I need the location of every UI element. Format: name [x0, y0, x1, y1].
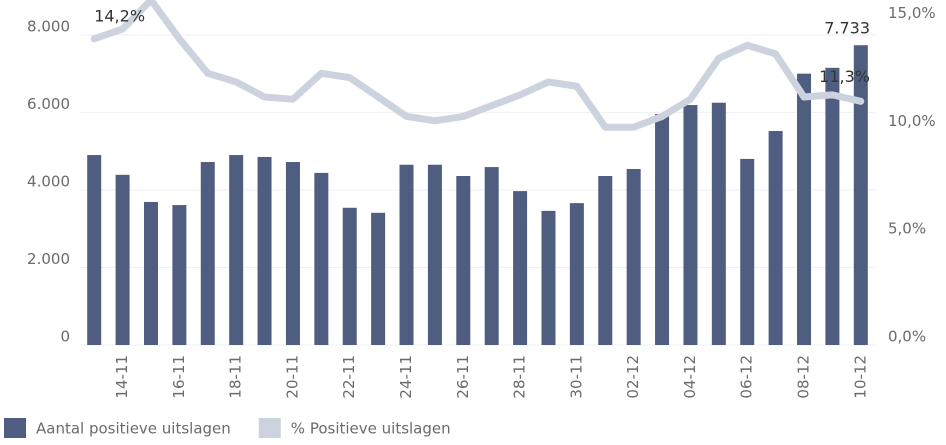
legend-label: % Positieve uitslagen — [291, 420, 451, 438]
y2-tick-label: 5,0% — [888, 220, 926, 238]
legend-swatch — [258, 418, 281, 438]
bar — [314, 172, 329, 345]
data-label: 14,2% — [94, 6, 145, 25]
y-tick-label: 0 — [60, 328, 70, 346]
legend-label: Aantal positieve uitslagen — [36, 420, 231, 438]
bar — [768, 131, 783, 345]
x-tick-label: 10-12 — [851, 355, 869, 399]
bar — [143, 201, 158, 345]
x-tick-label: 14-11 — [113, 355, 131, 399]
bar — [484, 167, 499, 345]
bar — [569, 203, 584, 345]
bar — [825, 67, 840, 345]
bar — [200, 162, 215, 345]
bar — [683, 105, 698, 345]
y-tick-label: 6.000 — [27, 95, 70, 113]
x-tick-label: 06-12 — [738, 355, 756, 399]
x-tick-label: 18-11 — [227, 355, 245, 399]
bar — [655, 113, 670, 345]
bar — [427, 164, 442, 345]
bar — [711, 102, 726, 345]
bar — [797, 73, 812, 346]
y-tick-label: 8.000 — [27, 17, 70, 35]
y-tick-label: 4.000 — [27, 172, 70, 190]
x-tick-label: 26-11 — [454, 355, 472, 399]
x-tick-label: 02-12 — [624, 355, 642, 399]
data-label: 7.733 — [824, 19, 870, 38]
bar — [285, 162, 300, 345]
y2-tick-label: 15,0% — [888, 4, 936, 22]
bar — [342, 207, 357, 345]
bar — [541, 210, 556, 345]
bar — [257, 156, 272, 345]
x-tick-label: 28-11 — [511, 355, 529, 399]
line — [90, 0, 865, 131]
y2-tick-label: 0,0% — [888, 328, 926, 346]
x-tick-label: 30-11 — [567, 355, 585, 399]
bar — [456, 175, 471, 345]
bar — [513, 191, 528, 345]
data-label: 11,3% — [819, 67, 870, 86]
bar — [740, 158, 755, 345]
x-tick-label: 16-11 — [170, 355, 188, 399]
bar — [229, 155, 244, 345]
bar — [172, 205, 187, 345]
bar — [115, 174, 130, 345]
bar — [371, 212, 386, 345]
y-tick-label: 2.000 — [27, 250, 70, 268]
bar — [853, 45, 868, 345]
bar — [626, 169, 641, 345]
x-tick-label: 04-12 — [681, 355, 699, 399]
x-tick-label: 22-11 — [340, 355, 358, 399]
x-tick-label: 20-11 — [283, 355, 301, 399]
x-tick-label: 08-12 — [795, 355, 813, 399]
y2-tick-label: 10,0% — [888, 112, 936, 130]
bar — [399, 164, 414, 345]
bar — [598, 175, 613, 345]
bar — [87, 155, 102, 345]
x-tick-label: 24-11 — [397, 355, 415, 399]
legend-swatch — [4, 418, 26, 438]
